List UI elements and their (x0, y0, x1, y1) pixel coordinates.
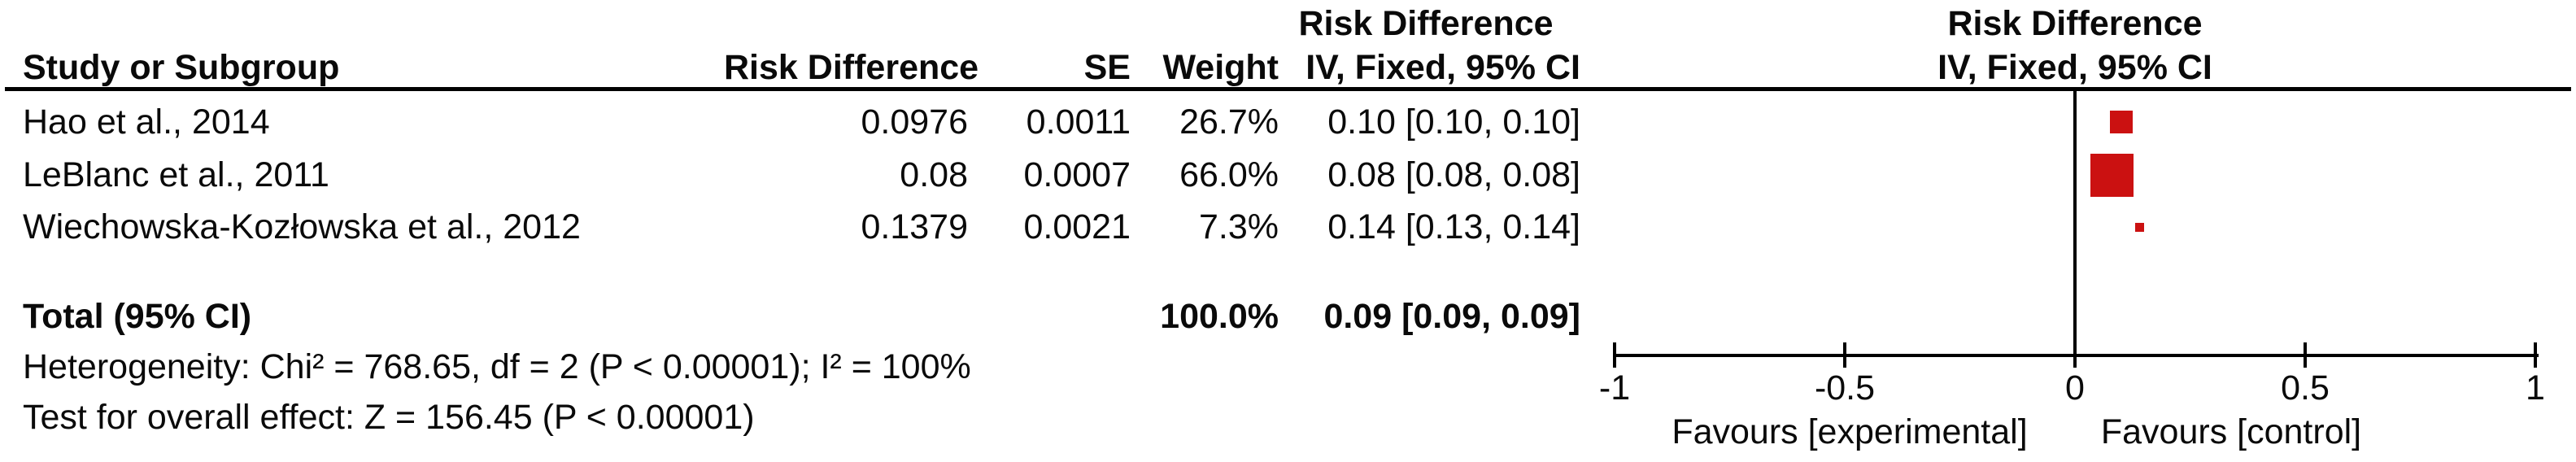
x-axis-tick (1613, 342, 1616, 368)
column-header-study: Study or Subgroup (23, 48, 340, 87)
favours-right-label: Favours [control] (2100, 412, 2362, 451)
study-name: Wiechowska-Kozłowska et al., 2012 (23, 207, 581, 246)
total-label: Total (95% CI) (23, 297, 252, 336)
x-axis-tick-label: 1 (2526, 368, 2545, 408)
study-ci: 0.14 [0.13, 0.14] (1327, 207, 1580, 246)
study-weight: 26.7% (1179, 102, 1279, 142)
total-weight: 100.0% (1160, 297, 1279, 336)
x-axis-tick-label: 0 (2065, 368, 2085, 408)
study-se: 0.0011 (1026, 102, 1131, 142)
study-weight: 66.0% (1179, 155, 1279, 194)
study-weight: 7.3% (1198, 207, 1279, 246)
weight-square (2135, 223, 2144, 232)
weight-square (2090, 154, 2134, 197)
favours-left-label: Favours [experimental] (1672, 412, 2028, 451)
column-header-risk-difference: Risk Difference (724, 48, 979, 87)
study-se: 0.0021 (1023, 207, 1131, 246)
table-header-group-title: Risk Difference (1298, 4, 1554, 43)
heterogeneity-text: Heterogeneity: Chi² = 768.65, df = 2 (P … (23, 347, 971, 386)
header-rule (5, 87, 2571, 91)
study-risk-difference: 0.1379 (861, 207, 968, 246)
study-name: LeBlanc et al., 2011 (23, 155, 329, 194)
weight-square (2110, 111, 2133, 133)
x-axis-tick (2534, 342, 2537, 368)
zero-line (2073, 90, 2077, 356)
total-ci: 0.09 [0.09, 0.09] (1323, 297, 1580, 336)
study-name: Hao et al., 2014 (23, 102, 270, 142)
plot-header-title: Risk Difference (1947, 4, 2203, 43)
column-header-se: SE (1083, 48, 1131, 87)
study-risk-difference: 0.0976 (861, 102, 968, 142)
x-axis-tick-label: 0.5 (2281, 368, 2330, 408)
column-header-weight: Weight (1162, 48, 1279, 87)
plot-header-method: IV, Fixed, 95% CI (1937, 48, 2212, 87)
overall-effect-text: Test for overall effect: Z = 156.45 (P <… (23, 398, 755, 437)
study-risk-difference: 0.08 (900, 155, 968, 194)
x-axis-tick-label: -1 (1598, 368, 1631, 408)
column-header-ci: IV, Fixed, 95% CI (1305, 48, 1580, 87)
x-axis-tick (1843, 342, 1846, 368)
x-axis-tick (2073, 342, 2077, 368)
x-axis-tick (2304, 342, 2307, 368)
study-ci: 0.08 [0.08, 0.08] (1327, 155, 1580, 194)
x-axis-tick-label: -0.5 (1814, 368, 1876, 408)
study-se: 0.0007 (1023, 155, 1131, 194)
study-ci: 0.10 [0.10, 0.10] (1327, 102, 1580, 142)
